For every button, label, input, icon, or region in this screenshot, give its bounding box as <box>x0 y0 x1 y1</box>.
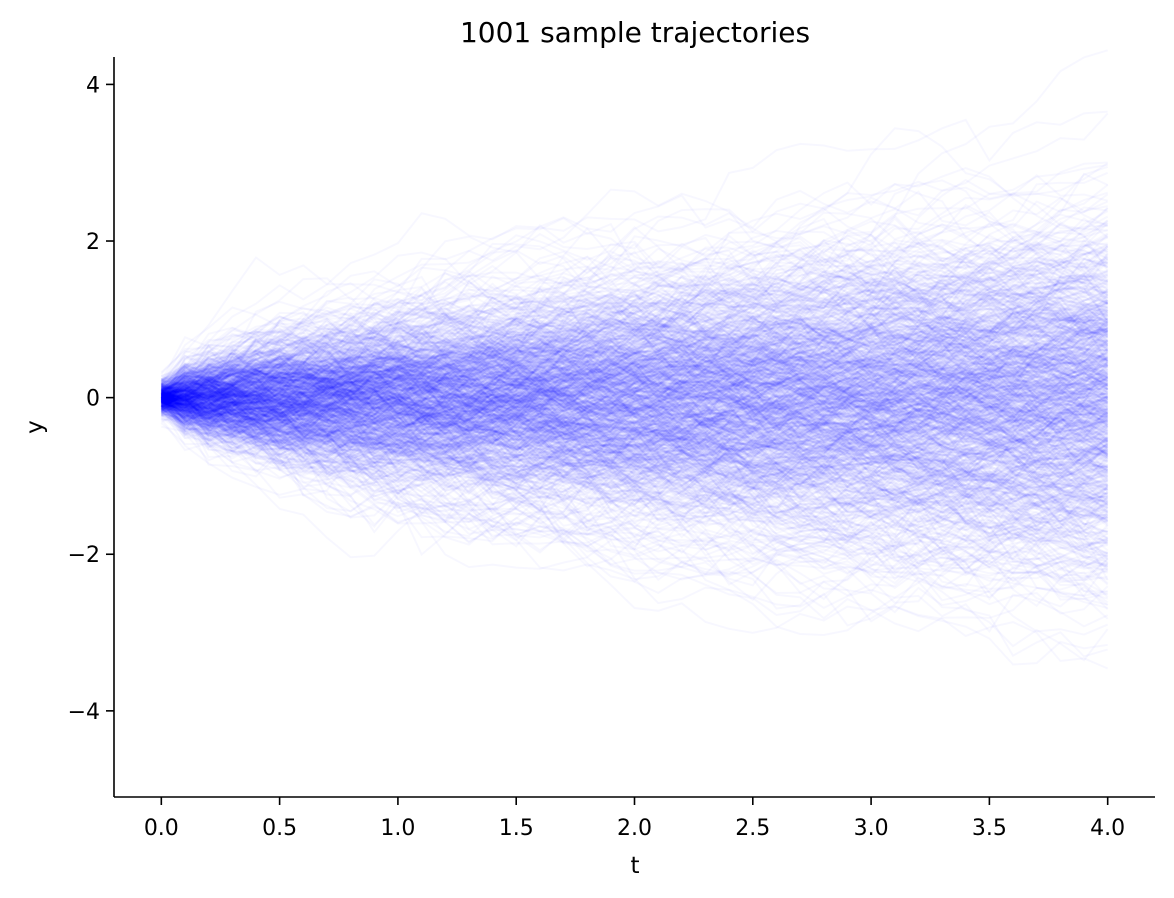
y-tick-label: 2 <box>86 230 100 255</box>
y-tick-label: −2 <box>68 543 100 568</box>
y-tick-label: −4 <box>68 700 100 725</box>
y-axis-ticks: −4 −2 0 2 4 <box>68 73 114 725</box>
trajectory-lines <box>161 50 1107 668</box>
x-tick-label: 4.0 <box>1090 816 1125 841</box>
x-tick-label: 2.0 <box>617 816 652 841</box>
y-tick-label: 0 <box>86 387 100 412</box>
x-tick-label: 2.5 <box>735 816 770 841</box>
y-tick-label: 4 <box>86 73 100 98</box>
x-tick-label: 0.5 <box>262 816 297 841</box>
x-tick-label: 0.0 <box>144 816 179 841</box>
x-axis-label: t <box>630 853 639 879</box>
x-tick-label: 1.5 <box>499 816 534 841</box>
x-axis-ticks: 0.0 0.5 1.0 1.5 2.0 2.5 3.0 3.5 4.0 <box>144 797 1125 841</box>
x-tick-label: 3.5 <box>972 816 1007 841</box>
x-tick-label: 1.0 <box>380 816 415 841</box>
x-tick-label: 3.0 <box>854 816 889 841</box>
y-axis-label: y <box>22 420 48 434</box>
chart-title: 1001 sample trajectories <box>460 16 810 49</box>
